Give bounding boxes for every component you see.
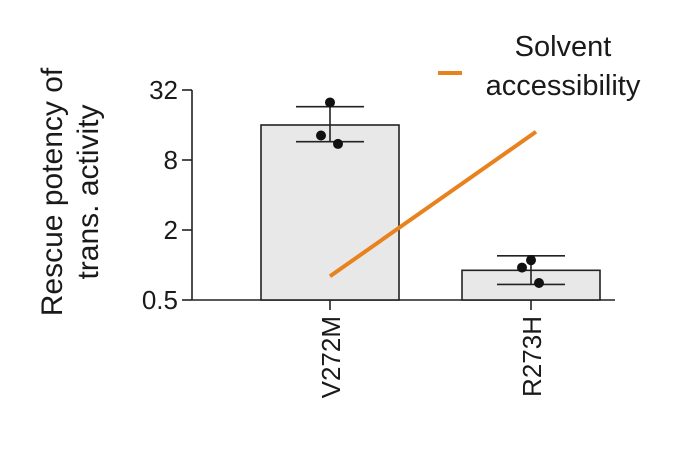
y-axis-title-line1: Rescue potency of <box>36 67 69 316</box>
bar-v272m <box>260 124 400 301</box>
y-axis-title-line2: trans. activity <box>72 104 105 279</box>
axis-labels: Rescue potency of trans. activity <box>36 67 105 316</box>
legend-label-line1: Solvent <box>515 31 612 63</box>
data-point <box>333 138 343 149</box>
y-axis-title: Rescue potency of trans. activity <box>36 67 105 316</box>
axes: 0.5 2 8 32 V272M R273H <box>142 75 615 398</box>
y-tick-label: 0.5 <box>142 285 178 315</box>
trend-line <box>328 130 538 278</box>
data-point <box>526 255 536 266</box>
y-tick-label: 8 <box>164 145 178 175</box>
solvent-accessibility-line <box>328 130 538 278</box>
y-tick-label: 32 <box>149 75 178 105</box>
legend-label-line2: accessibility <box>486 70 641 102</box>
x-tick-label: R273H <box>517 316 547 397</box>
x-tick-label: V272M <box>316 316 346 398</box>
bars <box>260 124 601 301</box>
data-points <box>316 97 544 289</box>
y-tick-label: 2 <box>164 215 178 245</box>
data-point <box>517 262 527 273</box>
data-point <box>534 278 544 289</box>
data-point <box>316 130 326 141</box>
data-point <box>325 97 335 108</box>
legend: Solvent accessibility <box>438 31 641 102</box>
